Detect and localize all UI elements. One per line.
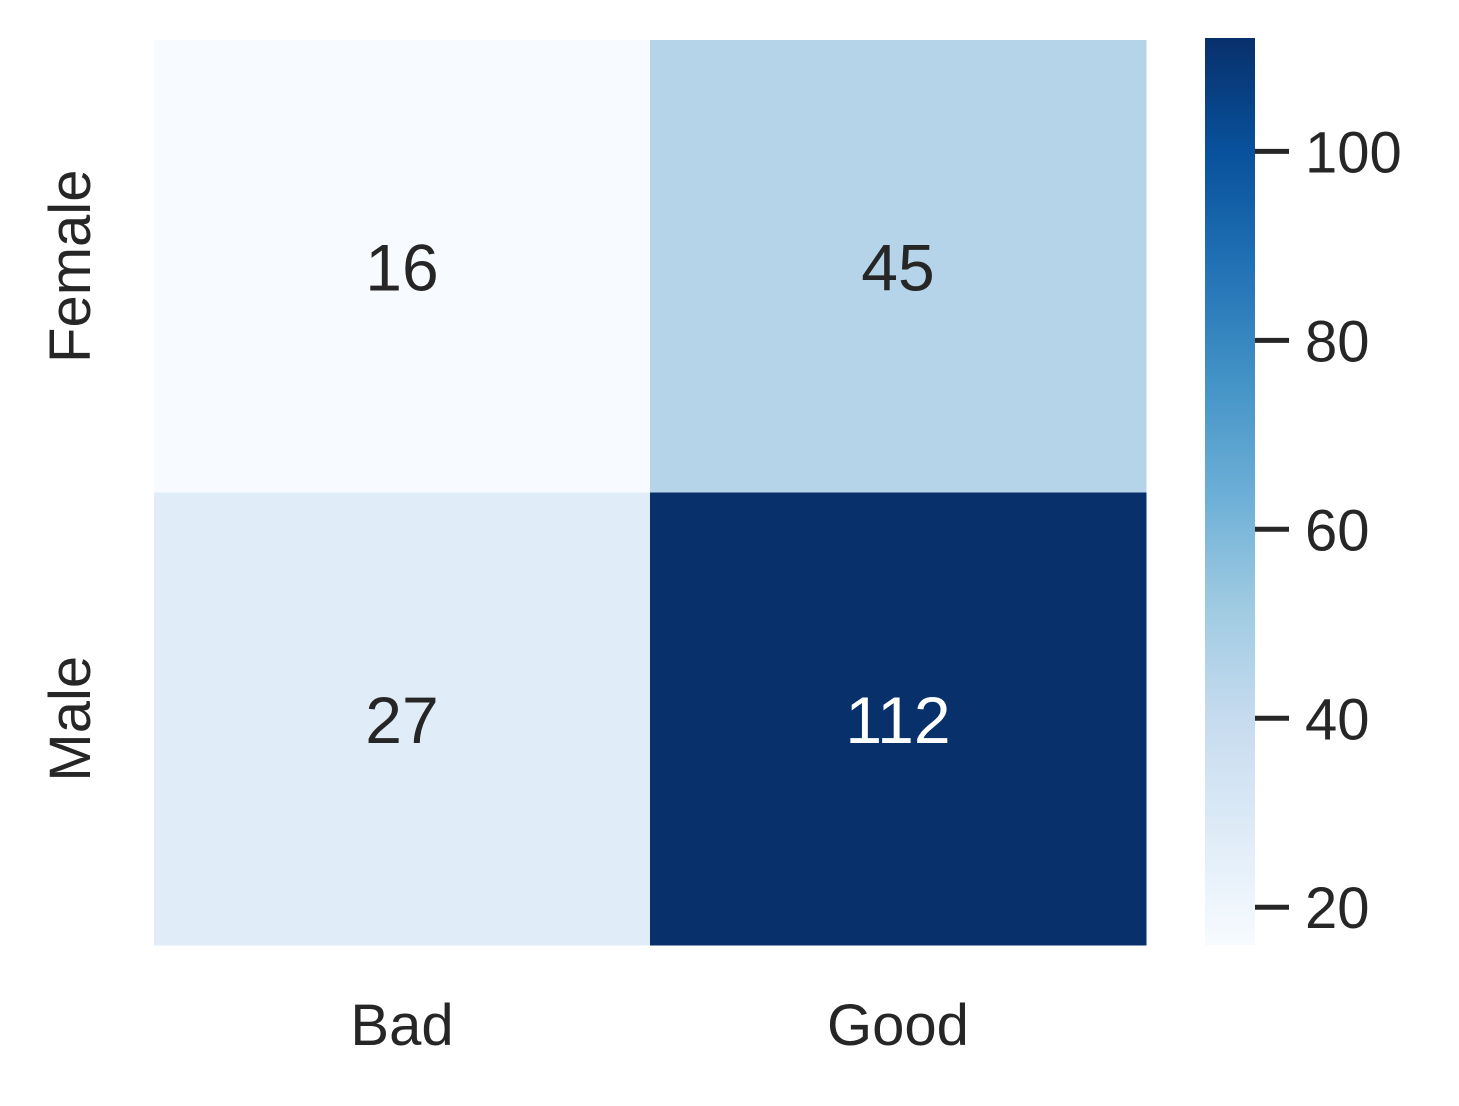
colorbar-tick-label-60: 60 — [1305, 498, 1370, 563]
cell-value-label: 112 — [845, 683, 950, 757]
colorbar-tick-label-40: 40 — [1305, 687, 1370, 752]
colorbar-gradient — [1205, 38, 1255, 945]
colorbar-tick-label-80: 80 — [1305, 309, 1370, 374]
cell-value-label: 27 — [365, 683, 438, 757]
y-tick-label-female: Female — [38, 170, 103, 363]
heatmap-cell-male-good — [650, 492, 1147, 946]
heatmap-cells — [154, 40, 1147, 946]
heatmap-cell-male-bad — [154, 492, 651, 946]
heatmap-cell-female-good — [650, 40, 1147, 493]
y-axis-tick-labels: Female Male — [38, 170, 103, 782]
cell-annotations: 16 45 27 112 — [365, 230, 950, 757]
heatmap-cell-female-bad — [154, 40, 651, 493]
cell-value-label: 45 — [861, 230, 934, 304]
colorbar: 20 40 60 80 100 — [1205, 38, 1402, 945]
x-axis-tick-labels: Bad Good — [350, 993, 969, 1058]
colorbar-tick-label-20: 20 — [1305, 876, 1370, 941]
y-tick-label-male: Male — [38, 656, 103, 782]
x-tick-label-bad: Bad — [350, 993, 453, 1058]
colorbar-tick-label-100: 100 — [1305, 120, 1402, 185]
x-tick-label-good: Good — [827, 993, 969, 1058]
cell-value-label: 16 — [365, 230, 438, 304]
